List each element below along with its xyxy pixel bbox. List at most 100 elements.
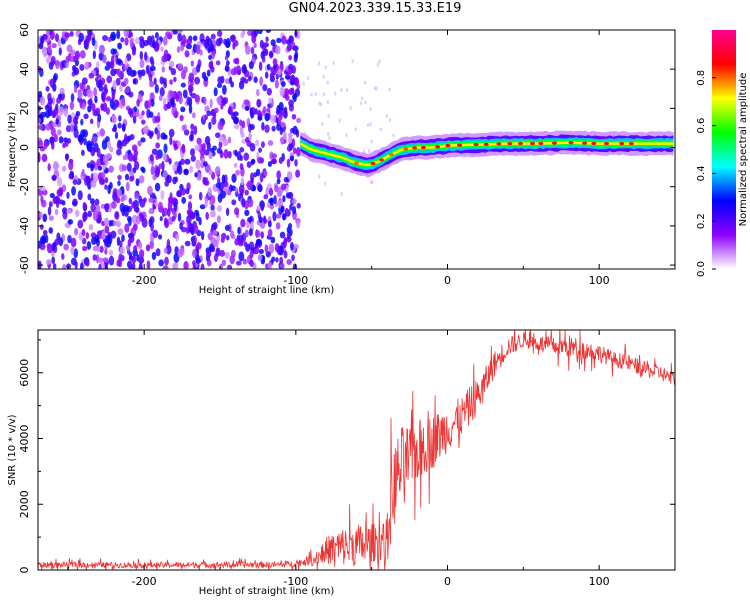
- noise-cell: [123, 77, 129, 85]
- noise-cell: [216, 205, 223, 212]
- noise-cell: [104, 176, 109, 184]
- noise-cell: [57, 177, 63, 187]
- noise-cell: [268, 220, 272, 228]
- noise-cell: [148, 131, 153, 139]
- noise-cell: [104, 136, 110, 143]
- noise-cell: [55, 59, 60, 70]
- noise-cell: [242, 63, 247, 72]
- noise-cell: [119, 246, 126, 255]
- noise-cell: [257, 184, 263, 193]
- noise-cell: [69, 101, 75, 111]
- noise-cell: [287, 191, 294, 199]
- noise-cell: [147, 99, 152, 109]
- noise-cell: [150, 59, 155, 67]
- noise-cell: [172, 176, 177, 185]
- noise-cell: [68, 172, 73, 180]
- noise-cell: [70, 246, 75, 255]
- noise-cell: [164, 256, 169, 266]
- noise-cell: [145, 244, 151, 252]
- noise-cell: [292, 45, 299, 52]
- signal-peak: [604, 142, 610, 146]
- noise-cell: [65, 125, 72, 133]
- noise-cell: [126, 135, 132, 142]
- noise-cell: [145, 64, 150, 75]
- noise-cell: [58, 136, 64, 144]
- noise-cell: [261, 55, 266, 63]
- noise-cell: [38, 152, 41, 163]
- noise-cell: [39, 224, 44, 230]
- noise-cell: [107, 140, 111, 149]
- noise-cell: [257, 156, 263, 164]
- noise-cell: [148, 111, 154, 118]
- noise-cell: [102, 54, 107, 64]
- y-tick-label: 0: [18, 144, 31, 151]
- noise-cell: [148, 73, 153, 82]
- noise-cell: [139, 249, 145, 259]
- noise-cell: [102, 34, 108, 42]
- noise-cell: [247, 75, 252, 82]
- noise-cell: [149, 153, 154, 162]
- noise-cell: [292, 205, 297, 215]
- noise-cell: [175, 233, 179, 242]
- noise-cell: [239, 119, 243, 127]
- noise-cell: [190, 212, 196, 220]
- noise-cell: [70, 257, 77, 266]
- noise-cell: [283, 176, 289, 183]
- noise-cell: [146, 260, 151, 269]
- noise-cell: [183, 168, 189, 175]
- noise-cell: [272, 211, 277, 222]
- noise-cell: [256, 205, 261, 212]
- noise-cell: [237, 239, 244, 247]
- noise-cell: [93, 142, 99, 153]
- noise-cell: [86, 89, 92, 98]
- noise-cell: [46, 243, 52, 249]
- noise-cell: [85, 260, 90, 267]
- signal-peak: [435, 145, 441, 149]
- noise-cell: [95, 254, 100, 264]
- noise-cell: [275, 222, 281, 230]
- noise-cell: [258, 61, 263, 71]
- noise-cell: [158, 163, 163, 170]
- noise-cell: [186, 215, 192, 224]
- noise-cell: [133, 149, 139, 157]
- noise-cell: [134, 193, 139, 200]
- noise-cell: [114, 210, 120, 220]
- noise-cell: [289, 75, 294, 83]
- noise-cell: [172, 30, 179, 35]
- noise-cell: [121, 234, 125, 242]
- noise-cell: [128, 197, 133, 205]
- noise-cell: [104, 264, 108, 269]
- noise-cell: [180, 106, 186, 113]
- noise-cell: [108, 255, 115, 266]
- noise-cell: [62, 264, 67, 269]
- noise-cell: [148, 208, 153, 214]
- noise-cell: [345, 133, 348, 138]
- noise-cell: [88, 224, 94, 231]
- noise-cell: [183, 129, 190, 136]
- noise-cell: [99, 128, 106, 137]
- noise-cell: [151, 148, 158, 155]
- signal-peak: [507, 142, 513, 146]
- noise-cell: [279, 263, 285, 269]
- y-tick-label: 0: [18, 567, 31, 574]
- noise-cell: [189, 134, 193, 142]
- noise-cell: [187, 201, 193, 211]
- noise-cell: [106, 75, 113, 84]
- noise-cell: [128, 218, 132, 227]
- noise-cell: [185, 188, 190, 195]
- noise-cell: [105, 107, 111, 115]
- signal-peak: [388, 153, 394, 157]
- noise-cell: [194, 172, 198, 178]
- noise-cell: [233, 162, 238, 168]
- noise-cell: [48, 43, 52, 54]
- x-tick-label: 100: [589, 274, 610, 287]
- noise-cell: [366, 123, 370, 128]
- noise-cell: [82, 237, 87, 245]
- noise-cell: [40, 195, 44, 204]
- noise-cell: [77, 219, 84, 229]
- noise-cell: [206, 259, 212, 267]
- noise-cell: [288, 132, 293, 138]
- noise-cell: [234, 124, 240, 130]
- noise-cell: [100, 91, 106, 102]
